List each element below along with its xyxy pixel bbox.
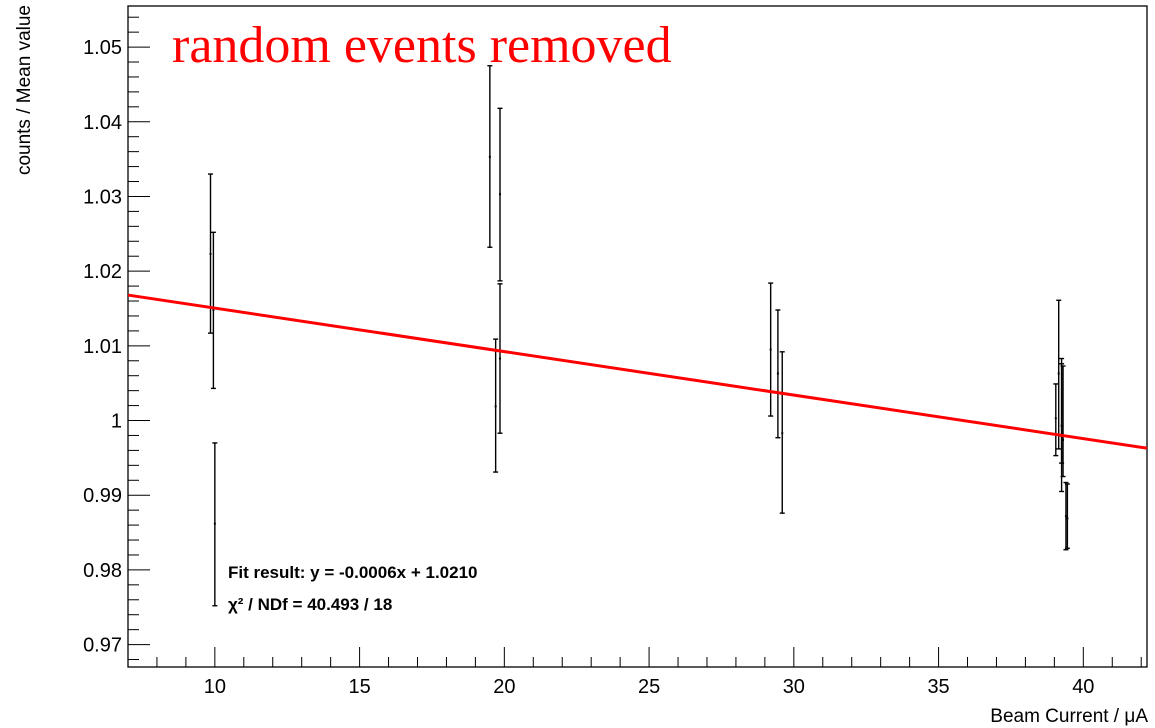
x-tick-label: 40 (1072, 676, 1094, 698)
point-marker (498, 193, 501, 196)
data-point (1053, 383, 1059, 457)
data-point (1064, 483, 1070, 549)
point-marker (1057, 372, 1060, 375)
x-tick-label: 25 (638, 676, 660, 698)
y-tick-label: 0.99 (83, 485, 122, 507)
y-axis-title: counts / Mean value (14, 5, 35, 175)
data-point (493, 338, 499, 473)
x-tick-label: 35 (927, 676, 949, 698)
point-marker (1054, 417, 1057, 420)
point-marker (213, 522, 216, 525)
fit-line (127, 293, 1148, 450)
data-point (1056, 299, 1062, 450)
y-tick-label: 1.02 (83, 261, 122, 283)
chart-title: random events removed (172, 17, 672, 74)
y-tick-label: 1.04 (83, 112, 122, 134)
point-marker (488, 155, 491, 158)
point-marker (494, 405, 497, 408)
x-tick-label: 10 (204, 676, 226, 698)
x-tick-label: 20 (493, 676, 515, 698)
x-tick-label: 15 (348, 676, 370, 698)
data-point (775, 309, 781, 439)
point-marker (1064, 515, 1067, 518)
data-point (779, 351, 785, 514)
x-tick-label: 30 (783, 676, 805, 698)
data-point (487, 65, 493, 248)
point-marker (781, 432, 784, 435)
fit-result-annotation: Fit result: y = -0.0006x + 1.0210 (228, 563, 477, 582)
y-tick-label: 1.01 (83, 336, 122, 358)
chi2-annotation: χ² / NDf = 40.493 / 18 (228, 595, 392, 614)
data-point (208, 173, 214, 334)
data-point (1060, 365, 1066, 478)
point-marker (498, 357, 501, 360)
x-axis-title: Beam Current / μA (990, 706, 1148, 727)
point-marker (212, 308, 215, 311)
point-marker (209, 252, 212, 255)
y-tick-label: 1.05 (83, 37, 122, 59)
data-point (210, 231, 216, 390)
point-marker (769, 348, 772, 351)
data-point (497, 107, 503, 282)
data-point (1063, 481, 1069, 551)
y-tick-label: 1 (111, 411, 122, 433)
data-point (212, 442, 218, 607)
point-marker (1066, 517, 1069, 520)
data-point (768, 282, 774, 417)
point-marker (776, 372, 779, 375)
y-tick-label: 0.97 (83, 635, 122, 657)
plot-frame (127, 5, 1148, 668)
data-point (497, 283, 503, 434)
point-marker (1062, 438, 1065, 441)
y-tick-label: 1.03 (83, 186, 122, 208)
y-tick-label: 0.98 (83, 560, 122, 582)
